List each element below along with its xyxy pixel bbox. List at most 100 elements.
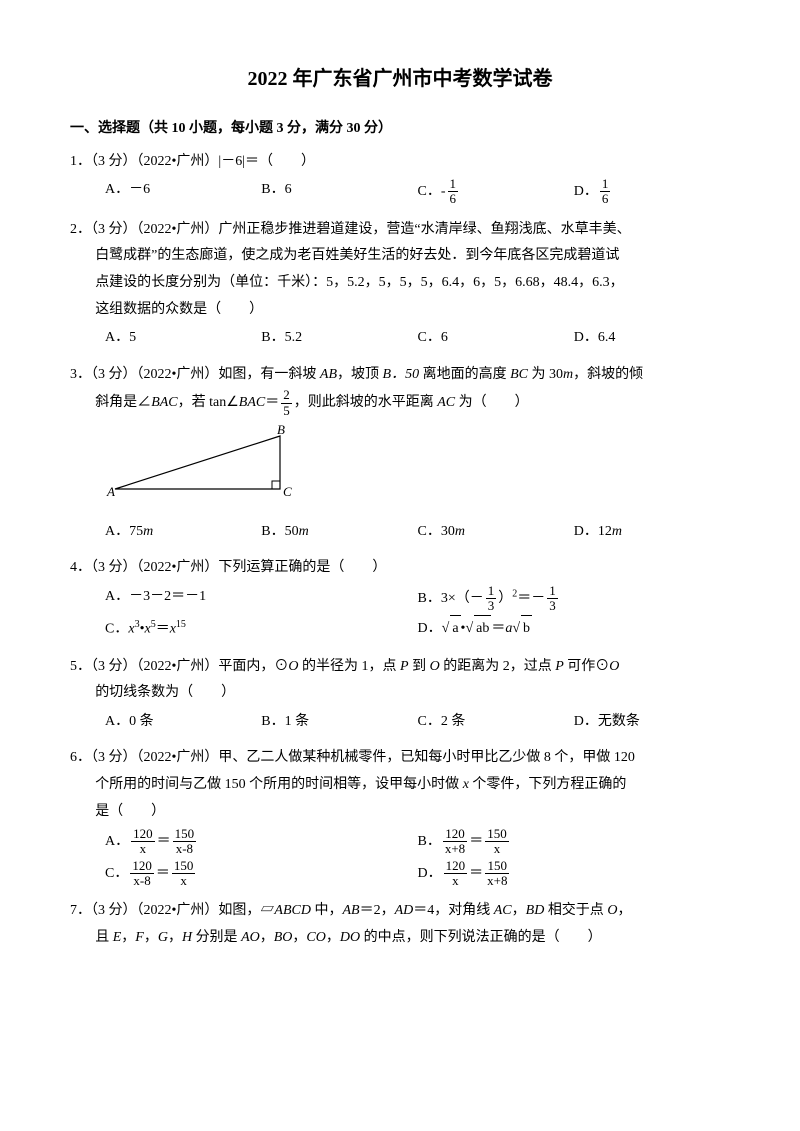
t: ，坡顶 xyxy=(337,367,383,382)
q4-stem: 4．（3 分）（2022•广州）下列运算正确的是（ ） xyxy=(70,555,730,582)
var: H xyxy=(182,930,192,945)
var: ABCD xyxy=(274,903,311,918)
var: O xyxy=(288,659,298,674)
var: O xyxy=(609,659,619,674)
q6-l2: 个所用的时间与乙做 150 个所用的时间相等，设甲每小时做 x 个零件，下列方程… xyxy=(70,772,730,799)
section-heading: 一、选择题（共 10 小题，每小题 3 分，满分 30 分） xyxy=(70,116,730,143)
num: 1 xyxy=(448,177,459,192)
q3-opt-d: D．12m xyxy=(574,519,730,546)
unit: m xyxy=(299,524,309,539)
t: ＝ xyxy=(156,622,170,637)
q5-l2: 的切线条数为（ ） xyxy=(70,680,730,707)
t: ， xyxy=(144,930,158,945)
triangle-diagram: A B C xyxy=(105,424,305,502)
t: 离地面的高度 xyxy=(419,367,510,382)
q4-opt-a: A．－3－2＝－1 xyxy=(105,584,418,614)
q2-opt-a: A．5 xyxy=(105,325,261,352)
t: C．30 xyxy=(418,524,455,539)
fraction: 120x xyxy=(444,859,468,889)
var: P xyxy=(555,659,564,674)
num: 120 xyxy=(444,859,468,874)
q6-opt-d: D．120x＝150x+8 xyxy=(418,859,731,889)
var: O xyxy=(607,903,617,918)
var: AD xyxy=(395,903,414,918)
q2-opt-c: C．6 xyxy=(418,325,574,352)
num: 2 xyxy=(281,388,292,403)
t: ， xyxy=(292,930,306,945)
num: 120 xyxy=(443,827,467,842)
q5-opt-a: A．0 条 xyxy=(105,709,261,736)
t: ＝ xyxy=(265,395,279,410)
den: x-8 xyxy=(173,842,197,856)
den: 6 xyxy=(600,192,611,206)
fraction: 150x xyxy=(485,827,509,857)
q2-l3: 点建设的长度分别为（单位：千米）：5，5.2，5，5，5，6.4，6，5，6.6… xyxy=(70,270,730,297)
den: 5 xyxy=(281,404,292,418)
question-4: 4．（3 分）（2022•广州）下列运算正确的是（ ） A．－3－2＝－1 B．… xyxy=(70,555,730,643)
den: x xyxy=(444,874,468,888)
num: 150 xyxy=(485,859,509,874)
t: 中， xyxy=(311,903,343,918)
t: 7．（3 分）（2022•广州）如图，▱ xyxy=(70,903,274,918)
t: 的半径为 1，点 xyxy=(299,659,401,674)
var: AB xyxy=(320,367,337,382)
t: 的中点，则下列说法正确的是（ ） xyxy=(360,930,602,945)
t: ） xyxy=(498,591,512,606)
fraction: 120x xyxy=(131,827,155,857)
t: B．3×（－ xyxy=(418,591,484,606)
q7-l2: 且 E，F，G，H 分别是 AO，BO，CO，DO 的中点，则下列说法正确的是（… xyxy=(70,925,730,952)
den: x+8 xyxy=(485,874,509,888)
q3-options: A．75m B．50m C．30m D．12m xyxy=(70,519,730,546)
t: 个零件，下列方程正确的 xyxy=(469,777,627,792)
q4-options: A．－3－2＝－1 B．3×（－13）2＝－13 C．x3•x5＝x15 D．√… xyxy=(70,582,730,644)
q4-opt-d: D．√a•√ab＝a√b xyxy=(418,615,731,643)
q1-d-pre: D． xyxy=(574,184,598,199)
t: ，则此斜坡的水平距离 xyxy=(294,395,438,410)
t: 为 30 xyxy=(528,367,563,382)
question-6: 6．（3 分）（2022•广州）甲、乙二人做某种机械零件，已知每小时甲比乙少做 … xyxy=(70,745,730,888)
q6-l1: 6．（3 分）（2022•广州）甲、乙二人做某种机械零件，已知每小时甲比乙少做 … xyxy=(70,745,730,772)
question-1: 1．（3 分）（2022•广州）|－6|＝（ ） A．－6 B．6 C．-16 … xyxy=(70,149,730,207)
t: C． xyxy=(105,622,128,637)
den: x xyxy=(172,874,196,888)
t: 斜角是∠ xyxy=(95,395,151,410)
t: ， xyxy=(168,930,182,945)
den: 6 xyxy=(448,192,459,206)
unit: m xyxy=(143,524,153,539)
q6-options: A．120x＝150x-8 B．120x+8＝150x C．120x-8＝150… xyxy=(70,825,730,888)
sqrt: ab xyxy=(474,615,491,643)
t: A．75 xyxy=(105,524,143,539)
t: 到 xyxy=(409,659,430,674)
t: ＝－ xyxy=(517,591,545,606)
q5-options: A．0 条 B．1 条 C．2 条 D．无数条 xyxy=(70,709,730,736)
var: BAC xyxy=(239,395,265,410)
fraction: 150x+8 xyxy=(485,859,509,889)
q2-l2: 白鹭成群”的生态廊道，使之成为老百姓美好生活的好去处．到今年底各区完成碧道试 xyxy=(70,243,730,270)
var: a xyxy=(505,621,512,636)
q1-opt-a: A．－6 xyxy=(105,177,261,207)
t: D． xyxy=(418,866,442,881)
t: ，斜坡的倾 xyxy=(573,367,643,382)
t: 相交于点 xyxy=(544,903,607,918)
num: 1 xyxy=(486,584,497,599)
t: 分别是 xyxy=(192,930,241,945)
q5-opt-d: D．无数条 xyxy=(574,709,730,736)
t: D．12 xyxy=(574,524,612,539)
fraction: 16 xyxy=(448,177,459,207)
var: AO xyxy=(241,930,260,945)
num: 1 xyxy=(547,584,558,599)
t: 个所用的时间与乙做 150 个所用的时间相等，设甲每小时做 xyxy=(95,777,463,792)
unit: m xyxy=(612,524,622,539)
unit: m xyxy=(563,367,573,382)
t: ＝ xyxy=(491,621,505,636)
t: B． xyxy=(418,834,441,849)
var: E xyxy=(113,930,122,945)
label-b: B xyxy=(277,424,285,437)
q7-l1: 7．（3 分）（2022•广州）如图，▱ABCD 中，AB＝2，AD＝4，对角线… xyxy=(70,898,730,925)
t: 为（ ） xyxy=(455,395,529,410)
num: 120 xyxy=(130,859,154,874)
t: ＝ xyxy=(469,866,483,881)
question-7: 7．（3 分）（2022•广州）如图，▱ABCD 中，AB＝2，AD＝4，对角线… xyxy=(70,898,730,951)
var: O xyxy=(430,659,440,674)
t: 可作⊙ xyxy=(564,659,610,674)
